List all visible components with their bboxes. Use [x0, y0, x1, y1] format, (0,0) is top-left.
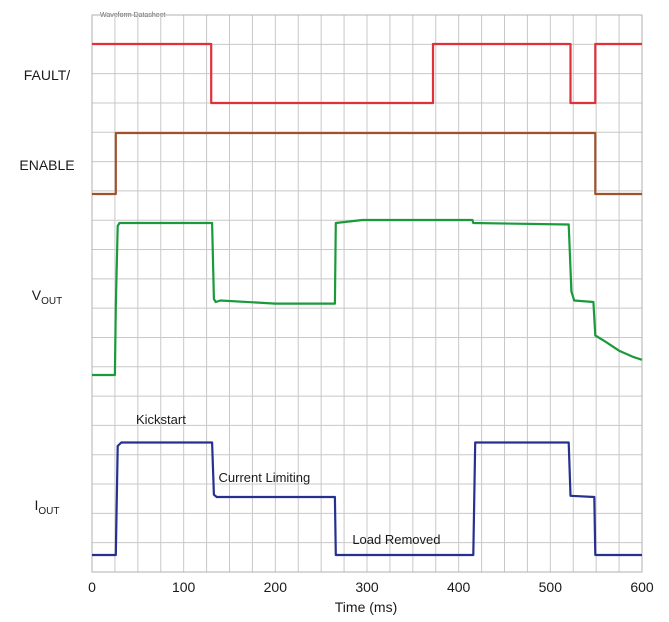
- annotation-current-limiting: Current Limiting: [219, 470, 311, 485]
- chart-traces: [92, 42, 643, 557]
- signal-labels: FAULT/ENABLE VOUT IOUT: [19, 67, 74, 517]
- signal-label-vout: VOUT: [32, 287, 62, 307]
- trace-vout: [92, 218, 643, 377]
- annotation-kickstart: Kickstart: [136, 412, 186, 427]
- x-tick-label: 500: [539, 579, 563, 595]
- x-axis-title: Time (ms): [335, 599, 397, 615]
- x-tick-label: 600: [630, 579, 654, 595]
- x-tick-label: 300: [355, 579, 379, 595]
- trace-enable: [92, 131, 642, 196]
- chart-grid: [91, 14, 643, 573]
- x-tick-label: 100: [172, 579, 196, 595]
- chart-annotations: Kickstart Current Limiting Load Removed: [136, 412, 441, 547]
- x-tick-label: 400: [447, 579, 471, 595]
- trace-iout: [92, 441, 642, 557]
- x-tick-label: 200: [264, 579, 288, 595]
- trace-fault: [92, 42, 642, 105]
- signal-label-iout: IOUT: [35, 497, 60, 517]
- x-axis-ticks: 0 100 200 300 400 500 600: [88, 579, 654, 595]
- x-tick-label: 0: [88, 579, 96, 595]
- signal-label-enable: ENABLE: [19, 157, 74, 173]
- plot-frame: [91, 14, 643, 573]
- annotation-load-removed: Load Removed: [352, 532, 440, 547]
- signal-label-fault: FAULT/: [24, 67, 71, 83]
